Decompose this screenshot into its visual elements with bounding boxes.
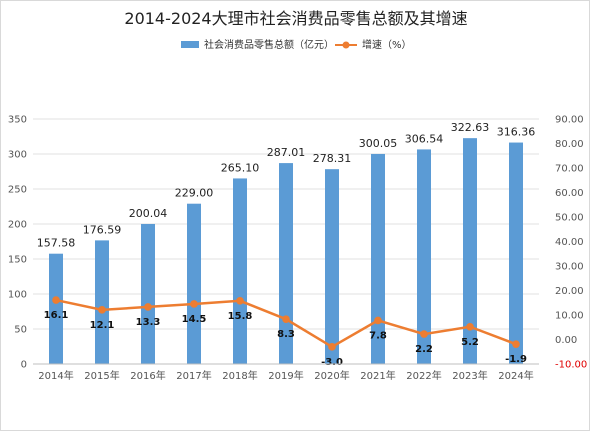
line-data-label: 8.3 [277,329,295,340]
legend-label-bar: 社会消费品零售总额（亿元） [204,38,334,51]
bar [279,163,293,364]
bar-data-label: 300.05 [359,137,398,150]
y-right-tick-label: 50.00 [555,213,584,224]
bar [325,169,339,364]
chart-title: 2014-2024大理市社会消费品零售总额及其增速 [124,9,467,28]
bar-data-label: 176.59 [83,223,122,236]
y-left-tick-label: 100 [8,290,27,301]
legend-swatch-bar [181,41,199,48]
line-point [328,343,336,351]
line-point [52,296,60,304]
x-tick-label: 2023年 [452,369,487,382]
line-point [374,316,382,325]
line-data-label: 5.2 [461,337,479,348]
y-left-tick-label: 300 [8,150,27,161]
y-right-tick-label: 10.00 [555,311,584,322]
bar-data-label: 200.04 [129,207,168,220]
bar [95,240,109,364]
bar-series: 157.58 176.59 200.04 229.00 265.10 287.01 278.… [37,121,536,364]
bar [49,253,63,364]
y-axis-left: 0 50 100 150 200 250 300 350 [8,115,27,371]
bar-data-label: 287.01 [267,146,306,159]
line-data-label: 14.5 [182,314,207,325]
line-point [190,300,198,308]
y-left-tick-label: 350 [8,115,27,126]
line-series: 16.1 12.1 13.3 14.5 15.8 8.3 -3.0 7.8 2.2 5.2 -1.9 [44,296,527,368]
y-right-tick-label: 20.00 [555,286,584,297]
y-right-tick-label: 70.00 [555,164,584,175]
x-tick-label: 2022年 [406,369,441,382]
bar-data-label: 322.63 [451,121,490,134]
x-tick-label: 2019年 [268,369,303,382]
legend: 社会消费品零售总额（亿元） 增速（%） [181,38,412,51]
bar [233,178,247,364]
x-tick-label: 2020年 [314,369,349,382]
y-left-tick-label: 200 [8,220,27,231]
bar [463,138,477,364]
bar-data-label: 157.58 [37,237,76,250]
y-right-tick-label: 60.00 [555,188,584,199]
bar [509,142,523,364]
y-right-tick-label: -10.00 [555,360,587,371]
y-right-tick-label: 40.00 [555,237,584,248]
x-tick-label: 2021年 [360,369,395,382]
bar-data-label: 229.00 [175,187,214,200]
bar-data-label: 265.10 [221,161,260,174]
line-point [512,340,520,348]
line-point [466,322,474,331]
x-tick-label: 2024年 [498,369,533,382]
legend-marker-line [342,41,350,49]
line-data-label: 2.2 [415,344,433,355]
x-axis: 2014年 2015年 2016年 2017年 2018年 2019年 2020年 2021年… [33,363,539,382]
legend-label-line: 增速（%） [362,38,412,51]
bar [417,149,431,364]
x-tick-label: 2017年 [176,369,211,382]
line-point [282,315,290,323]
x-tick-label: 2015年 [84,369,119,382]
bar-data-label: 316.36 [497,126,536,139]
line-data-label: 7.8 [369,330,387,341]
line-data-label: 13.3 [136,317,161,328]
y-right-tick-label: 90.00 [555,115,584,126]
y-left-tick-label: 50 [14,325,27,336]
line-data-label: 16.1 [44,310,69,321]
y-left-tick-label: 150 [8,255,27,266]
line-data-label: 15.8 [228,311,253,322]
x-tick-label: 2014年 [38,369,73,382]
y-right-tick-label: 30.00 [555,262,584,273]
bar [371,153,385,364]
line-point [420,330,428,338]
line-point [144,303,152,311]
line-data-label: 12.1 [90,320,115,331]
bar [141,223,155,364]
y-right-tick-label: 0.00 [555,335,577,346]
y-right-tick-label: 80.00 [555,139,584,150]
bar-data-label: 306.54 [405,132,444,145]
y-axis-right: -10.00 0.00 10.00 20.00 30.00 40.00 50.00 60.00… [555,115,587,371]
y-left-tick-label: 0 [21,360,27,371]
bar-data-label: 278.31 [313,152,352,165]
y-left-tick-label: 250 [8,185,27,196]
x-tick-label: 2016年 [130,369,165,382]
line-data-label: -1.9 [505,354,527,365]
x-tick-label: 2018年 [222,369,257,382]
line-data-label: -3.0 [321,357,343,368]
bar [187,203,201,364]
line-point [236,296,244,305]
line-point [98,306,106,314]
